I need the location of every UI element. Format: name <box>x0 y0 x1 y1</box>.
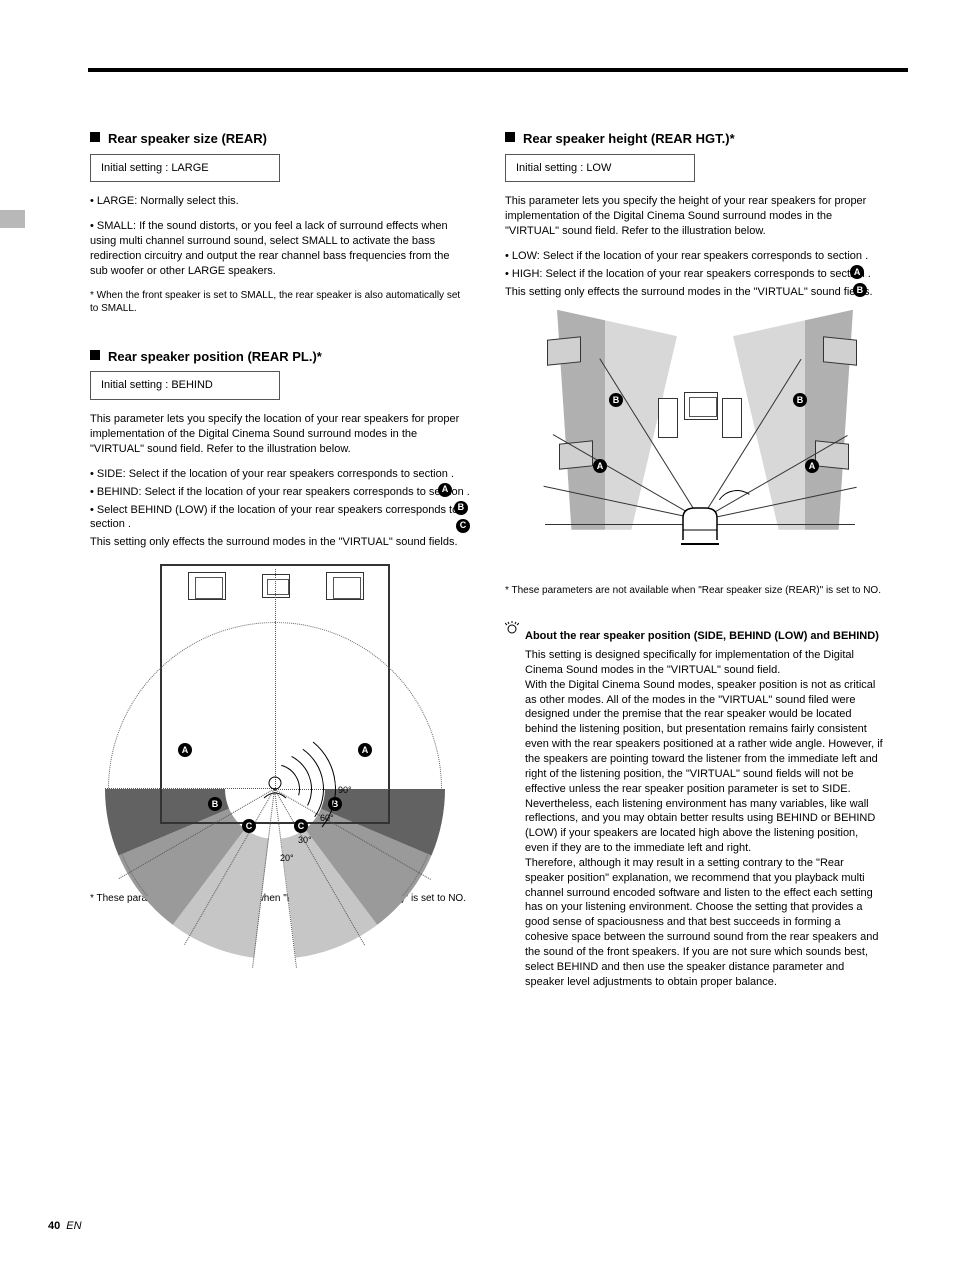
badge-c-icon: C <box>456 519 470 533</box>
rear-speaker-high-left-icon <box>547 336 581 366</box>
item-note: * When the front speaker is set to SMALL… <box>90 289 470 316</box>
initial-setting-box: Initial setting : LARGE <box>90 154 280 183</box>
page-number: 40 EN <box>48 1219 82 1234</box>
square-bullet <box>90 132 100 142</box>
badge-b-icon: B <box>454 501 468 515</box>
square-bullet <box>90 350 100 360</box>
tip-body: This setting is designed specifically fo… <box>525 648 885 989</box>
front-speaker-right-icon <box>326 572 364 600</box>
modes-note: This setting only effects the surround m… <box>90 535 470 550</box>
item-high: • HIGH: Select if the location of your r… <box>505 267 885 282</box>
item-behind-text: • BEHIND: Select if the location of your… <box>90 485 470 500</box>
intro-text: This parameter lets you specify the heig… <box>505 194 885 239</box>
badge-a-icon: A <box>178 743 192 757</box>
section-head-size: Rear speaker size (REAR) <box>90 130 470 148</box>
star-note: * These parameters are not available whe… <box>505 584 885 598</box>
badge-a-icon: A <box>438 483 452 497</box>
badge-b-icon: B <box>609 393 623 407</box>
item-side-text: • SIDE: Select if the location of your r… <box>90 467 454 482</box>
badge-a-icon: A <box>358 743 372 757</box>
item-behind: • BEHIND: Select if the location of your… <box>90 485 470 500</box>
placement-diagram: A A B B C C 90° 60° 30° 20° <box>90 564 450 884</box>
square-bullet <box>505 132 515 142</box>
intro-text: This parameter lets you specify the loca… <box>90 412 470 457</box>
badge-a-icon: A <box>593 459 607 473</box>
tv-icon <box>684 392 718 420</box>
rear-speaker-high-right-icon <box>823 336 857 366</box>
item-low-text: • LOW: Select if the location of your re… <box>505 249 868 264</box>
item-high-text: • HIGH: Select if the location of your r… <box>505 267 871 282</box>
left-column: Rear speaker size (REAR) Initial setting… <box>90 130 470 916</box>
tv-icon <box>262 574 290 598</box>
section-title: Rear speaker position (REAR PL.)* <box>108 348 322 366</box>
section-head-place: Rear speaker position (REAR PL.)* <box>90 348 470 366</box>
tip-block: About the rear speaker position (SIDE, B… <box>505 621 885 999</box>
item-large: • LARGE: Normally select this. <box>90 194 470 209</box>
item-low: • LOW: Select if the location of your re… <box>505 249 885 264</box>
badge-a-icon: A <box>805 459 819 473</box>
tip-icon <box>505 621 519 640</box>
item-small: • SMALL: If the sound distorts, or you f… <box>90 219 470 278</box>
section-title: Rear speaker height (REAR HGT.)* <box>523 130 735 148</box>
side-tab <box>0 210 25 228</box>
item-behind-low-text: • Select BEHIND (LOW) if the location of… <box>90 503 472 533</box>
page-number-suffix: EN <box>66 1220 81 1232</box>
front-speaker-left-icon <box>658 398 678 438</box>
front-speaker-right-icon <box>722 398 742 438</box>
initial-setting-box: Initial setting : LOW <box>505 154 695 183</box>
item-behind-low: • Select BEHIND (LOW) if the location of… <box>90 503 470 533</box>
page-number-value: 40 <box>48 1220 60 1232</box>
top-rule <box>88 68 908 72</box>
height-diagram: B B A A <box>505 310 865 570</box>
item-side: • SIDE: Select if the location of your r… <box>90 467 470 482</box>
modes-note: This setting only effects the surround m… <box>505 285 885 300</box>
front-speaker-left-icon <box>188 572 226 600</box>
angle-label: 90° <box>338 784 352 796</box>
badge-a-icon: A <box>850 265 864 279</box>
badge-b-icon: B <box>853 283 867 297</box>
tip-title: About the rear speaker position (SIDE, B… <box>525 629 885 644</box>
angle-label: 20° <box>280 852 294 864</box>
section-head-height: Rear speaker height (REAR HGT.)* <box>505 130 885 148</box>
initial-setting-box: Initial setting : BEHIND <box>90 371 280 400</box>
right-column: Rear speaker height (REAR HGT.)* Initial… <box>505 130 885 1000</box>
front-stage <box>650 382 750 442</box>
section-title: Rear speaker size (REAR) <box>108 130 267 148</box>
badge-b-icon: B <box>793 393 807 407</box>
